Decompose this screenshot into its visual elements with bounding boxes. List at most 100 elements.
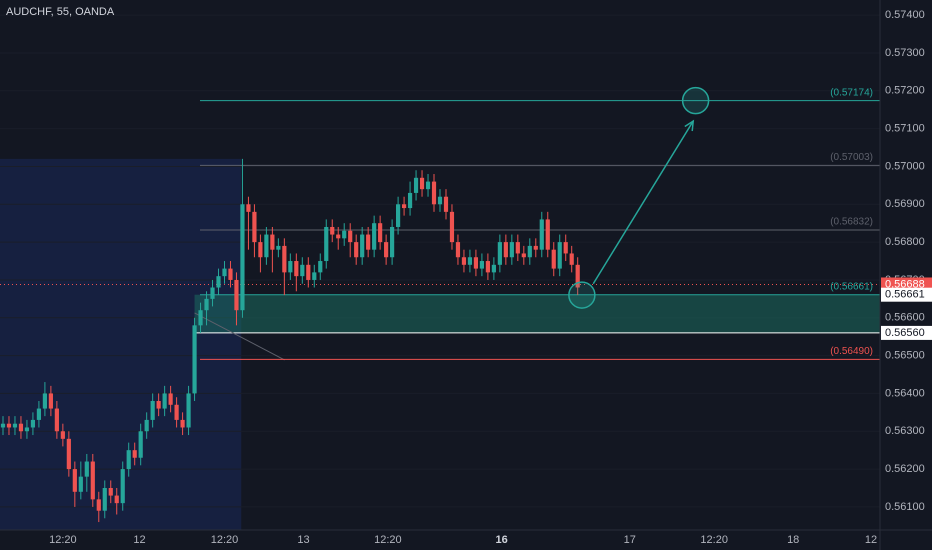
- candle-body: [527, 245, 532, 258]
- candle-body: [431, 181, 437, 205]
- y-tick-label: 0.57200: [885, 85, 925, 97]
- candle-body: [300, 264, 305, 277]
- x-tick-label: 12:20: [374, 534, 402, 546]
- plot: (0.57174) (0.57003) (0.56832) (0.56661) (0.5…: [0, 14, 881, 530]
- candle-body: [192, 325, 197, 394]
- level-label: (0.56490): [830, 346, 873, 357]
- candle-body: [378, 223, 383, 243]
- candle-body: [575, 264, 580, 288]
- candle-body: [282, 245, 287, 273]
- candle-body: [318, 261, 323, 273]
- x-tick-label: 16: [496, 534, 508, 546]
- candle-body: [515, 242, 520, 254]
- y-tick-label: 0.56200: [885, 463, 925, 475]
- candle-body: [348, 230, 353, 243]
- candle-body: [539, 219, 544, 250]
- candle-body: [342, 230, 347, 239]
- x-tick-label: 13: [297, 534, 309, 546]
- y-tick-label: 0.57100: [885, 123, 925, 135]
- candle-body: [120, 469, 125, 504]
- candle-body: [497, 242, 502, 265]
- candle-body: [72, 469, 77, 492]
- candle-body: [126, 450, 131, 470]
- candle-body: [90, 461, 95, 500]
- price-badge-label: 0.56661: [885, 289, 925, 301]
- y-tick-label: 0.57000: [885, 160, 925, 172]
- x-tick-label: 12: [865, 534, 877, 546]
- candle-body: [503, 242, 508, 258]
- candle-body: [401, 204, 407, 209]
- price-badge: [881, 287, 932, 302]
- candle-body: [156, 400, 161, 409]
- candle-body: [276, 245, 281, 250]
- y-tick-label: 0.56600: [885, 312, 925, 324]
- candle-body: [168, 393, 173, 405]
- target-circle: [681, 86, 710, 115]
- arrow-head: [684, 119, 695, 132]
- candle-body: [234, 279, 239, 311]
- candle-body: [413, 177, 419, 193]
- y-tick-label: 0.56900: [885, 198, 925, 210]
- candle-body: [24, 427, 30, 432]
- candle-body: [491, 264, 496, 273]
- candle-body: [0, 423, 6, 428]
- candle-body: [449, 211, 455, 243]
- y-tick-label: 0.57400: [885, 9, 925, 21]
- level-label: (0.56661): [830, 281, 873, 292]
- guide-line: [194, 312, 285, 361]
- candle-body: [264, 234, 269, 258]
- arrow: [592, 120, 694, 285]
- x-tick-label: 12: [133, 534, 145, 546]
- candle-body: [372, 223, 377, 250]
- candle-body: [384, 242, 389, 258]
- candle-body: [569, 253, 574, 265]
- candle-body: [204, 298, 209, 311]
- x-tick-label: 12:20: [700, 534, 728, 546]
- candle-body: [360, 234, 365, 258]
- y-tick-label: 0.56300: [885, 425, 925, 437]
- x-tick-label: 12:20: [211, 534, 239, 546]
- candle-body: [114, 495, 119, 504]
- candle-body: [354, 242, 359, 258]
- candle-body: [48, 393, 53, 409]
- price-badge-label: 0.56688: [885, 278, 925, 290]
- candle-body: [36, 408, 42, 420]
- candle-body: [222, 268, 227, 277]
- candle-body: [551, 249, 556, 269]
- x-tick-label: 17: [624, 534, 636, 546]
- candle-body: [461, 257, 467, 265]
- x-tick-label: 18: [787, 534, 799, 546]
- candle-body: [138, 431, 143, 458]
- candle-body: [102, 488, 107, 511]
- candle-body: [270, 234, 275, 250]
- y-tick-label: 0.56800: [885, 236, 925, 248]
- candle-body: [78, 476, 83, 492]
- candle-body: [132, 450, 137, 458]
- y-tick-label: 0.56500: [885, 350, 925, 362]
- candle-body: [180, 419, 185, 428]
- price-badge: [881, 325, 932, 340]
- candle-body: [294, 261, 299, 277]
- y-tick-label: 0.56400: [885, 387, 925, 399]
- candle-body: [437, 196, 443, 205]
- candle-body: [306, 264, 311, 280]
- candle-body: [455, 242, 461, 258]
- candle-body: [252, 211, 257, 243]
- candle-body: [330, 226, 335, 235]
- level-label: (0.57174): [830, 87, 873, 98]
- candle-body: [162, 393, 167, 409]
- candle-body: [473, 257, 479, 269]
- candle-body: [18, 423, 24, 432]
- candle-body: [533, 245, 538, 250]
- candle-body: [479, 261, 484, 269]
- candle-body: [54, 408, 59, 432]
- chart-title: AUDCHF, 55, OANDA: [6, 6, 115, 18]
- candle-body: [396, 204, 401, 227]
- candle-body: [30, 419, 36, 428]
- candle-body: [96, 499, 101, 511]
- candle-body: [485, 261, 490, 273]
- highlight-region: [0, 158, 242, 530]
- candle-body: [288, 261, 293, 273]
- candle-body: [390, 226, 395, 258]
